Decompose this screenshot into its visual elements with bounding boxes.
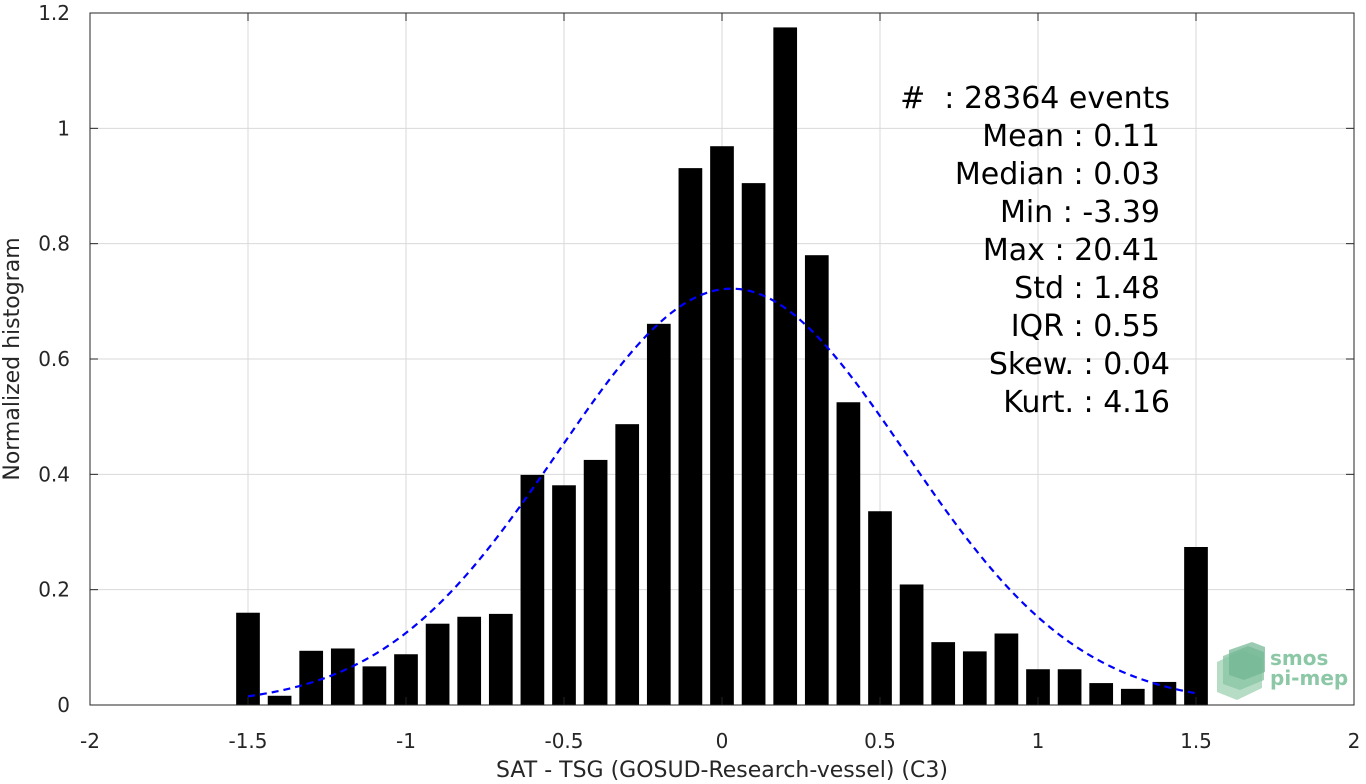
x-tick-label: 1.5 bbox=[1180, 729, 1212, 753]
x-tick-label: -0.5 bbox=[544, 729, 583, 753]
y-tick-label: 0.2 bbox=[38, 578, 70, 602]
histogram-bar bbox=[615, 424, 640, 705]
histogram-bar bbox=[457, 616, 482, 705]
histogram-bar bbox=[520, 474, 545, 705]
histogram-bar bbox=[741, 183, 766, 705]
histogram-bar bbox=[1184, 546, 1208, 705]
y-tick-label: 0.8 bbox=[38, 232, 70, 256]
histogram-bar bbox=[552, 485, 576, 705]
axes bbox=[89, 12, 1355, 706]
y-axis-label: Normalized histogram bbox=[0, 237, 25, 480]
x-tick-label: -1.5 bbox=[228, 729, 267, 753]
histogram-bar bbox=[646, 323, 671, 705]
histogram-bar bbox=[267, 695, 292, 705]
y-tick-label: 1.2 bbox=[38, 1, 70, 25]
stats-min: Min : -3.39 bbox=[1000, 195, 1160, 230]
histogram-bar bbox=[330, 648, 355, 705]
stats-median: Median : 0.03 bbox=[955, 157, 1160, 192]
x-tick-label: -1 bbox=[396, 729, 416, 753]
stats-events: # : 28364 events bbox=[900, 81, 1170, 116]
histogram-bar bbox=[899, 584, 924, 705]
stats-iqr: IQR : 0.55 bbox=[1011, 309, 1160, 344]
bars bbox=[236, 27, 1208, 705]
x-axis-label: SAT - TSG (GOSUD-Research-vessel) (C3) bbox=[496, 758, 948, 783]
histogram-bar bbox=[1089, 683, 1114, 705]
x-tick-label: 1 bbox=[1032, 729, 1045, 753]
histogram-bar bbox=[1026, 669, 1050, 705]
histogram-bar bbox=[710, 146, 734, 705]
stats-skew: Skew. : 0.04 bbox=[989, 347, 1170, 382]
histogram-bar bbox=[425, 623, 450, 705]
histogram-bar bbox=[773, 27, 798, 705]
y-tick-label: 1 bbox=[57, 116, 70, 140]
logo-mark-icon bbox=[1217, 642, 1265, 700]
histogram-bar bbox=[583, 459, 608, 705]
logo-line1: smos bbox=[1270, 646, 1328, 670]
logo-line2: pi-mep bbox=[1270, 666, 1348, 690]
y-tick-labels: 0 0.2 0.4 0.6 0.8 1 1.2 bbox=[38, 1, 70, 717]
histogram-bar bbox=[362, 666, 387, 705]
histogram-bar bbox=[394, 654, 418, 705]
stats-mean: Mean : 0.11 bbox=[982, 119, 1160, 154]
histogram-bar bbox=[962, 651, 987, 705]
histogram-bar bbox=[1057, 669, 1082, 705]
x-tick-label: 0 bbox=[716, 729, 729, 753]
x-tick-labels: -2 -1.5 -1 -0.5 0 0.5 1 1.5 2 bbox=[80, 729, 1360, 753]
x-tick-label: 0.5 bbox=[864, 729, 896, 753]
x-tick-label: -2 bbox=[80, 729, 100, 753]
smos-pi-mep-logo: smos pi-mep bbox=[1217, 642, 1348, 700]
histogram-bar bbox=[236, 612, 260, 705]
stats-annotation: # : 28364 events Mean : 0.11 Median : 0.… bbox=[900, 81, 1170, 420]
stats-kurt: Kurt. : 4.16 bbox=[1003, 385, 1170, 420]
histogram-bar bbox=[931, 642, 956, 705]
x-tick-label: 2 bbox=[1348, 729, 1361, 753]
y-tick-label: 0.4 bbox=[38, 462, 70, 486]
histogram-bar bbox=[868, 511, 892, 705]
y-tick-label: 0 bbox=[57, 693, 70, 717]
histogram-bar bbox=[1152, 681, 1177, 705]
fit-curve-line bbox=[247, 287, 1197, 698]
histogram-bar bbox=[488, 613, 513, 705]
y-tick-label: 0.6 bbox=[38, 347, 70, 371]
histogram-bar bbox=[804, 255, 829, 705]
histogram-bar bbox=[994, 633, 1019, 705]
histogram-bar bbox=[836, 402, 861, 705]
histogram-bar bbox=[299, 650, 324, 705]
stats-std: Std : 1.48 bbox=[1014, 271, 1160, 306]
histogram-bar bbox=[678, 168, 703, 705]
stats-max: Max : 20.41 bbox=[983, 233, 1160, 268]
histogram-bar bbox=[1120, 688, 1145, 705]
